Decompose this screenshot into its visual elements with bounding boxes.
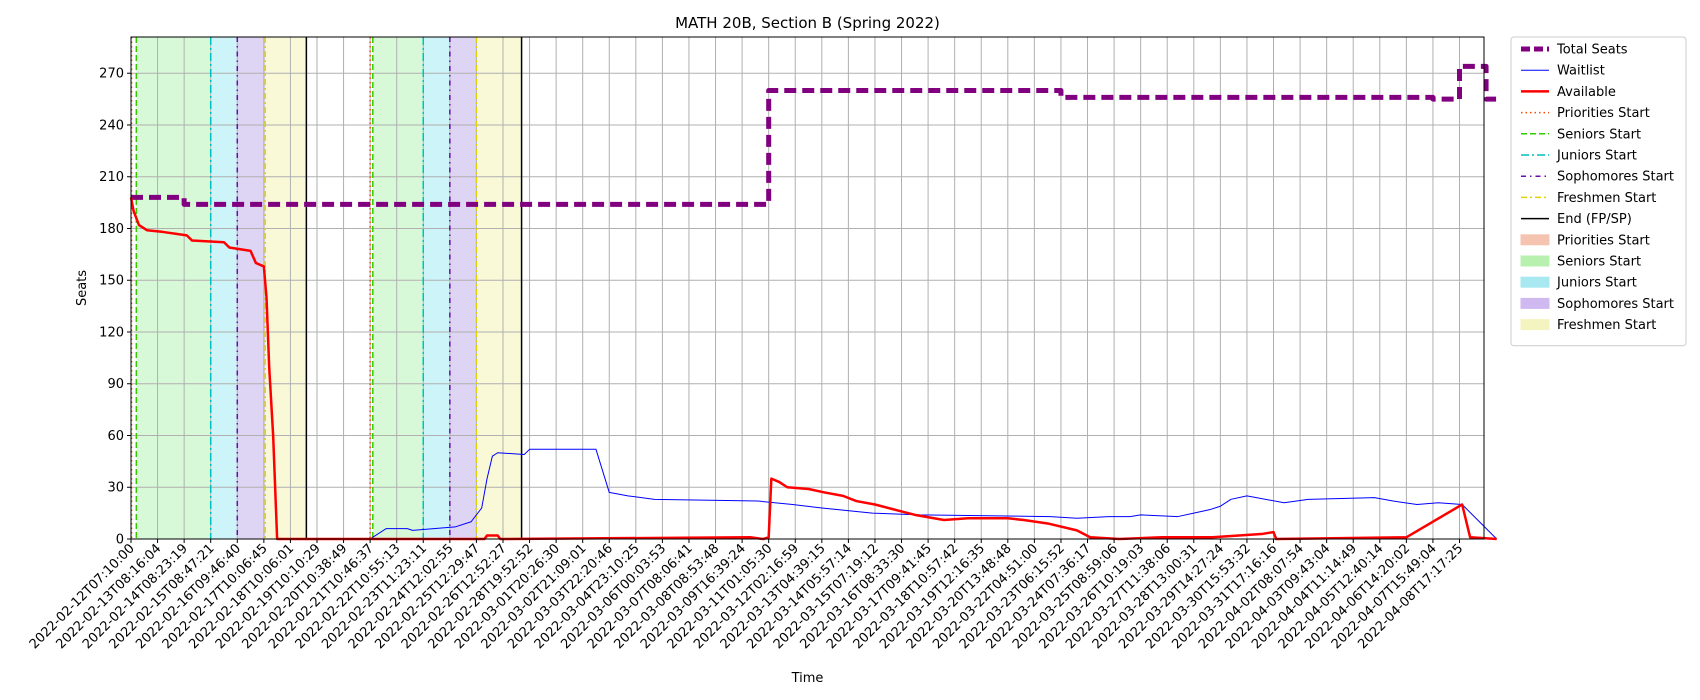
- legend-box: [1510, 36, 1687, 347]
- legend-label: Seniors Start: [1557, 255, 1641, 270]
- chart-series: [129, 63, 1498, 541]
- series-waitlist: [131, 448, 1498, 540]
- legend-label: End (FP/SP): [1557, 212, 1632, 227]
- legend-swatch: [1520, 319, 1550, 331]
- series-available: [129, 197, 1497, 541]
- legend-label: Seniors Start: [1557, 127, 1641, 142]
- legend-swatch: [1520, 297, 1550, 309]
- x-axis-label: Time: [791, 671, 824, 686]
- legend-label: Waitlist: [1557, 64, 1605, 79]
- legend-swatch: [1520, 234, 1550, 246]
- region-8: [476, 37, 522, 539]
- plot-frame: [130, 36, 1485, 540]
- enrollment-period-lines: [130, 37, 523, 539]
- region-7: [449, 37, 477, 539]
- y-tick-label: 0: [116, 533, 124, 548]
- chart-legend: Total Seats Waitlist Available Priorities S…: [1510, 36, 1687, 347]
- chart-title: MATH 20B, Section B (Spring 2022): [675, 14, 940, 32]
- y-tick-label: 210: [99, 170, 124, 185]
- series-total-seats: [131, 63, 1497, 207]
- legend-label: Freshmen Start: [1557, 318, 1656, 333]
- legend-swatch: [1520, 255, 1550, 267]
- region-2: [210, 37, 238, 539]
- region-6: [423, 37, 450, 539]
- y-tick-label: 30: [107, 481, 124, 496]
- y-axis-label: Seats: [75, 270, 90, 306]
- x-axis-ticks: 2022-02-12T07:10:002022-02-13T08:16:0420…: [27, 539, 1466, 652]
- legend-label: Available: [1557, 85, 1616, 100]
- region-1: [136, 37, 211, 539]
- y-axis-ticks: 0 30 60 90 120 150 180 210 240 270: [99, 67, 131, 548]
- legend-label: Priorities Start: [1557, 106, 1650, 121]
- legend-label: Sophomores Start: [1557, 170, 1674, 185]
- legend-label: Sophomores Start: [1557, 297, 1674, 312]
- y-tick-label: 90: [107, 377, 124, 392]
- legend-label: Juniors Start: [1556, 149, 1637, 164]
- enrollment-period-regions: [136, 37, 522, 539]
- legend-label: Total Seats: [1556, 43, 1628, 58]
- legend-label: Juniors Start: [1556, 276, 1637, 291]
- y-tick-label: 120: [99, 325, 124, 340]
- y-tick-label: 270: [99, 67, 124, 82]
- y-tick-label: 60: [107, 429, 124, 444]
- legend-swatch: [1520, 276, 1550, 288]
- region-5: [372, 37, 424, 539]
- region-4: [265, 37, 307, 539]
- y-tick-label: 180: [99, 222, 124, 237]
- chart-grid: [130, 37, 1484, 540]
- y-tick-label: 150: [99, 274, 124, 289]
- region-3: [237, 37, 266, 539]
- y-tick-label: 240: [99, 118, 124, 133]
- legend-label: Freshmen Start: [1557, 191, 1656, 206]
- legend-label: Priorities Start: [1557, 233, 1650, 248]
